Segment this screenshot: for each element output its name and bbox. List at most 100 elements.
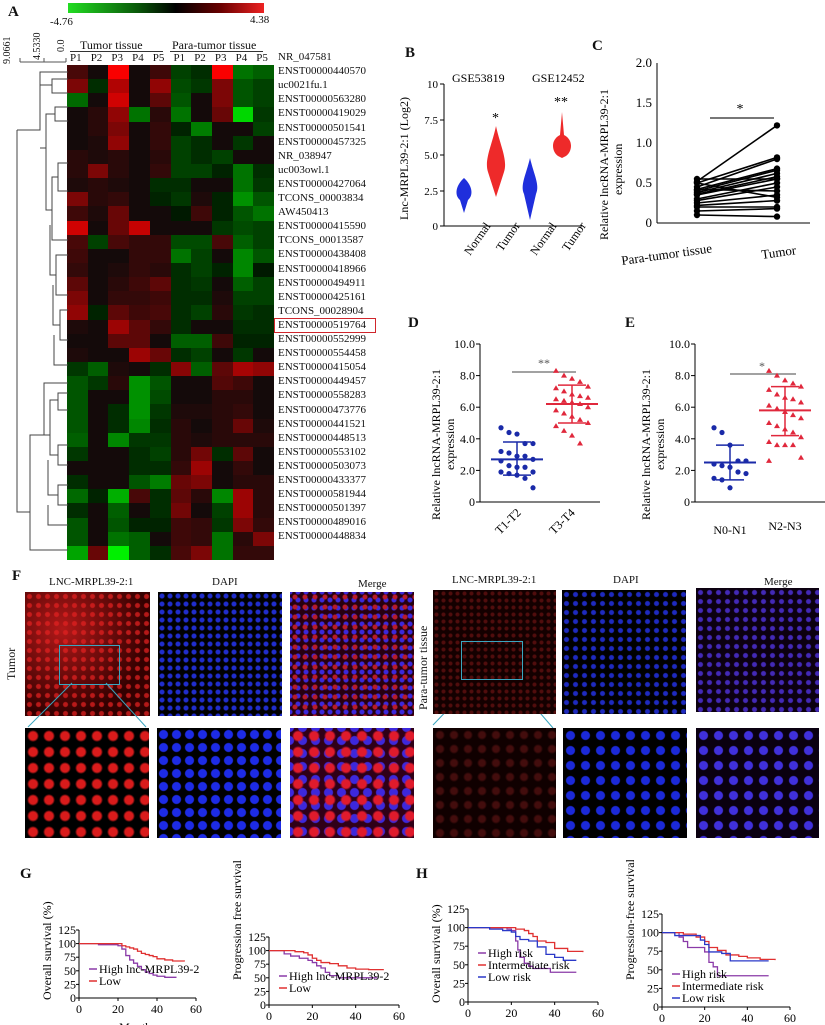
- heatmap-cell: [108, 404, 130, 420]
- svg-text:Para-tumor tissue: Para-tumor tissue: [620, 240, 713, 268]
- heatmap-cell: [170, 503, 192, 519]
- heatmap-cell: [191, 234, 213, 250]
- heatmap-cell: [149, 107, 171, 123]
- heatmap-cell: [67, 291, 89, 306]
- heatmap-gene-label: ENST00000553102: [278, 445, 366, 458]
- micro-tumor-lnc-zoom: [25, 728, 149, 838]
- heatmap-cell: [129, 164, 151, 179]
- heatmap-cell: [253, 390, 275, 405]
- heatmap-cell: [232, 263, 254, 278]
- heatmap-cell: [253, 192, 275, 207]
- heatmap-cell: [253, 248, 275, 264]
- heatmap-cell: [149, 347, 171, 363]
- heatmap-cell: [170, 432, 192, 448]
- heatmap-cell: [149, 545, 171, 561]
- heatmap-cell: [67, 79, 89, 94]
- heatmap-cell: [232, 220, 254, 236]
- svg-text:20: 20: [306, 1009, 318, 1023]
- heatmap-cell: [87, 503, 109, 519]
- heatmap-cell: [87, 475, 109, 490]
- heatmap-cell: [149, 248, 171, 264]
- svg-text:0: 0: [260, 998, 266, 1012]
- svg-text:0: 0: [459, 995, 465, 1009]
- heatmap-cell: [191, 291, 213, 306]
- heatmap-cell: [191, 362, 213, 377]
- heatmap-cell: [232, 305, 254, 321]
- chart-e-scatter: 0 2.0 4.0 6.0 8.0 10.0 Relative lncRNA-MRPL39…: [639, 337, 825, 537]
- heatmap-cell: [149, 432, 171, 448]
- heatmap-cell: [253, 517, 275, 533]
- heatmap-cell: [232, 206, 254, 222]
- heatmap-cell: [129, 545, 151, 561]
- heatmap-cell: [108, 333, 130, 349]
- svg-text:125: 125: [58, 923, 76, 937]
- heatmap-cell: [108, 178, 130, 193]
- heatmap-cell: [211, 93, 234, 108]
- heatmap-cell: [129, 517, 151, 533]
- micro-tumor-dapi: [158, 592, 282, 716]
- svg-text:0: 0: [70, 991, 76, 1005]
- svg-text:2.0: 2.0: [460, 463, 475, 477]
- heatmap-cell: [253, 65, 275, 80]
- panel-letter-d: D: [408, 315, 419, 331]
- micro-tumor-merge-zoom: [290, 728, 414, 838]
- heatmap-cell: [87, 446, 109, 462]
- heatmap-cell: [108, 461, 130, 476]
- heatmap-gene-label: ENST00000427064: [278, 177, 366, 190]
- heatmap-cell: [211, 135, 234, 151]
- svg-text:100: 100: [447, 921, 465, 935]
- svg-text:20: 20: [112, 1002, 124, 1016]
- heatmap-cell: [191, 432, 213, 448]
- micro-para-dapi: [562, 590, 686, 714]
- heatmap-cell: [87, 220, 109, 236]
- heatmap-column-label: P1: [173, 52, 186, 64]
- svg-text:100: 100: [58, 937, 76, 951]
- heatmap-cell: [191, 531, 213, 547]
- heatmap-cell: [87, 164, 109, 179]
- heatmap-cell: [129, 65, 151, 80]
- svg-text:Tumor: Tumor: [760, 242, 797, 262]
- svg-text:0: 0: [465, 1006, 471, 1020]
- svg-text:Progression free survival (%): Progression free survival (%): [230, 860, 244, 980]
- heatmap-cell: [67, 192, 89, 207]
- heatmap-cell: [232, 248, 254, 264]
- heatmap-cell: [170, 121, 192, 137]
- svg-text:Months: Months: [119, 1020, 156, 1025]
- heatmap-cell: [129, 263, 151, 278]
- heatmap-cell: [87, 206, 109, 222]
- heatmap-cell: [87, 192, 109, 207]
- svg-text:100: 100: [248, 944, 266, 958]
- svg-text:4.0: 4.0: [675, 432, 690, 446]
- heatmap-cell: [129, 234, 151, 250]
- svg-text:10.0: 10.0: [454, 337, 475, 351]
- heatmap-cell: [232, 545, 254, 561]
- heatmap-cell: [67, 390, 89, 405]
- heatmap-cell: [67, 432, 89, 448]
- heatmap-cell: [108, 503, 130, 519]
- heatmap-cell: [108, 446, 130, 462]
- y-axis-label: Lnc-MRPL39-2:1 (Log2): [397, 97, 411, 220]
- heatmap-cell: [149, 65, 171, 80]
- heatmap-cell: [170, 79, 192, 94]
- heatmap-cell: [67, 164, 89, 179]
- heatmap-cell: [170, 220, 192, 236]
- heatmap-cell: [129, 178, 151, 193]
- heatmap-cell: [129, 135, 151, 151]
- heatmap-cell: [108, 475, 130, 490]
- heatmap-cell: [149, 446, 171, 462]
- heatmap-cell: [191, 178, 213, 193]
- heatmap-cell: [170, 489, 192, 504]
- svg-text:Normal: Normal: [527, 219, 560, 258]
- heatmap-cell: [211, 248, 234, 264]
- group-line-tumor: [70, 51, 163, 52]
- heatmap-cell: [87, 333, 109, 349]
- svg-text:Low: Low: [289, 981, 311, 995]
- svg-text:60: 60: [393, 1009, 405, 1023]
- heatmap-cell: [108, 390, 130, 405]
- heatmap-cell: [253, 531, 275, 547]
- heatmap-cell: [67, 489, 89, 504]
- svg-text:2.5: 2.5: [424, 186, 438, 198]
- heatmap-cell: [211, 164, 234, 179]
- heatmap-cell: [170, 531, 192, 547]
- heatmap-cell: [108, 93, 130, 108]
